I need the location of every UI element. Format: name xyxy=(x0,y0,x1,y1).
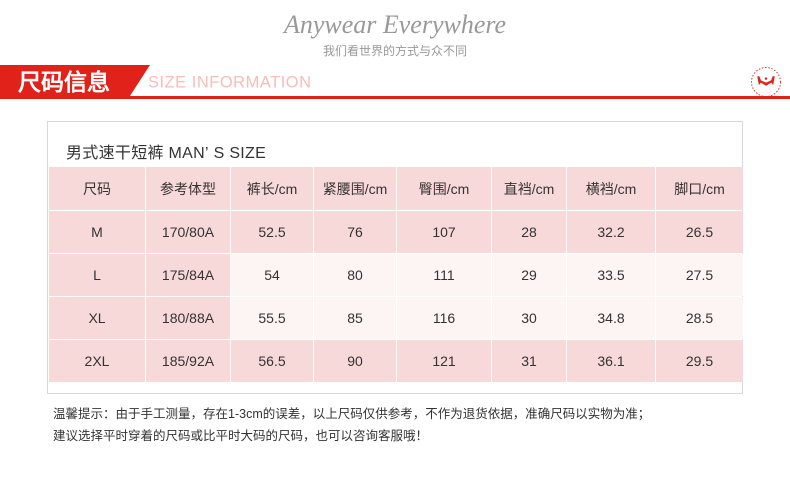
svg-text:尺码信息: 尺码信息 xyxy=(18,69,110,95)
svg-text:SIZE INFORMATION: SIZE INFORMATION xyxy=(148,74,312,92)
